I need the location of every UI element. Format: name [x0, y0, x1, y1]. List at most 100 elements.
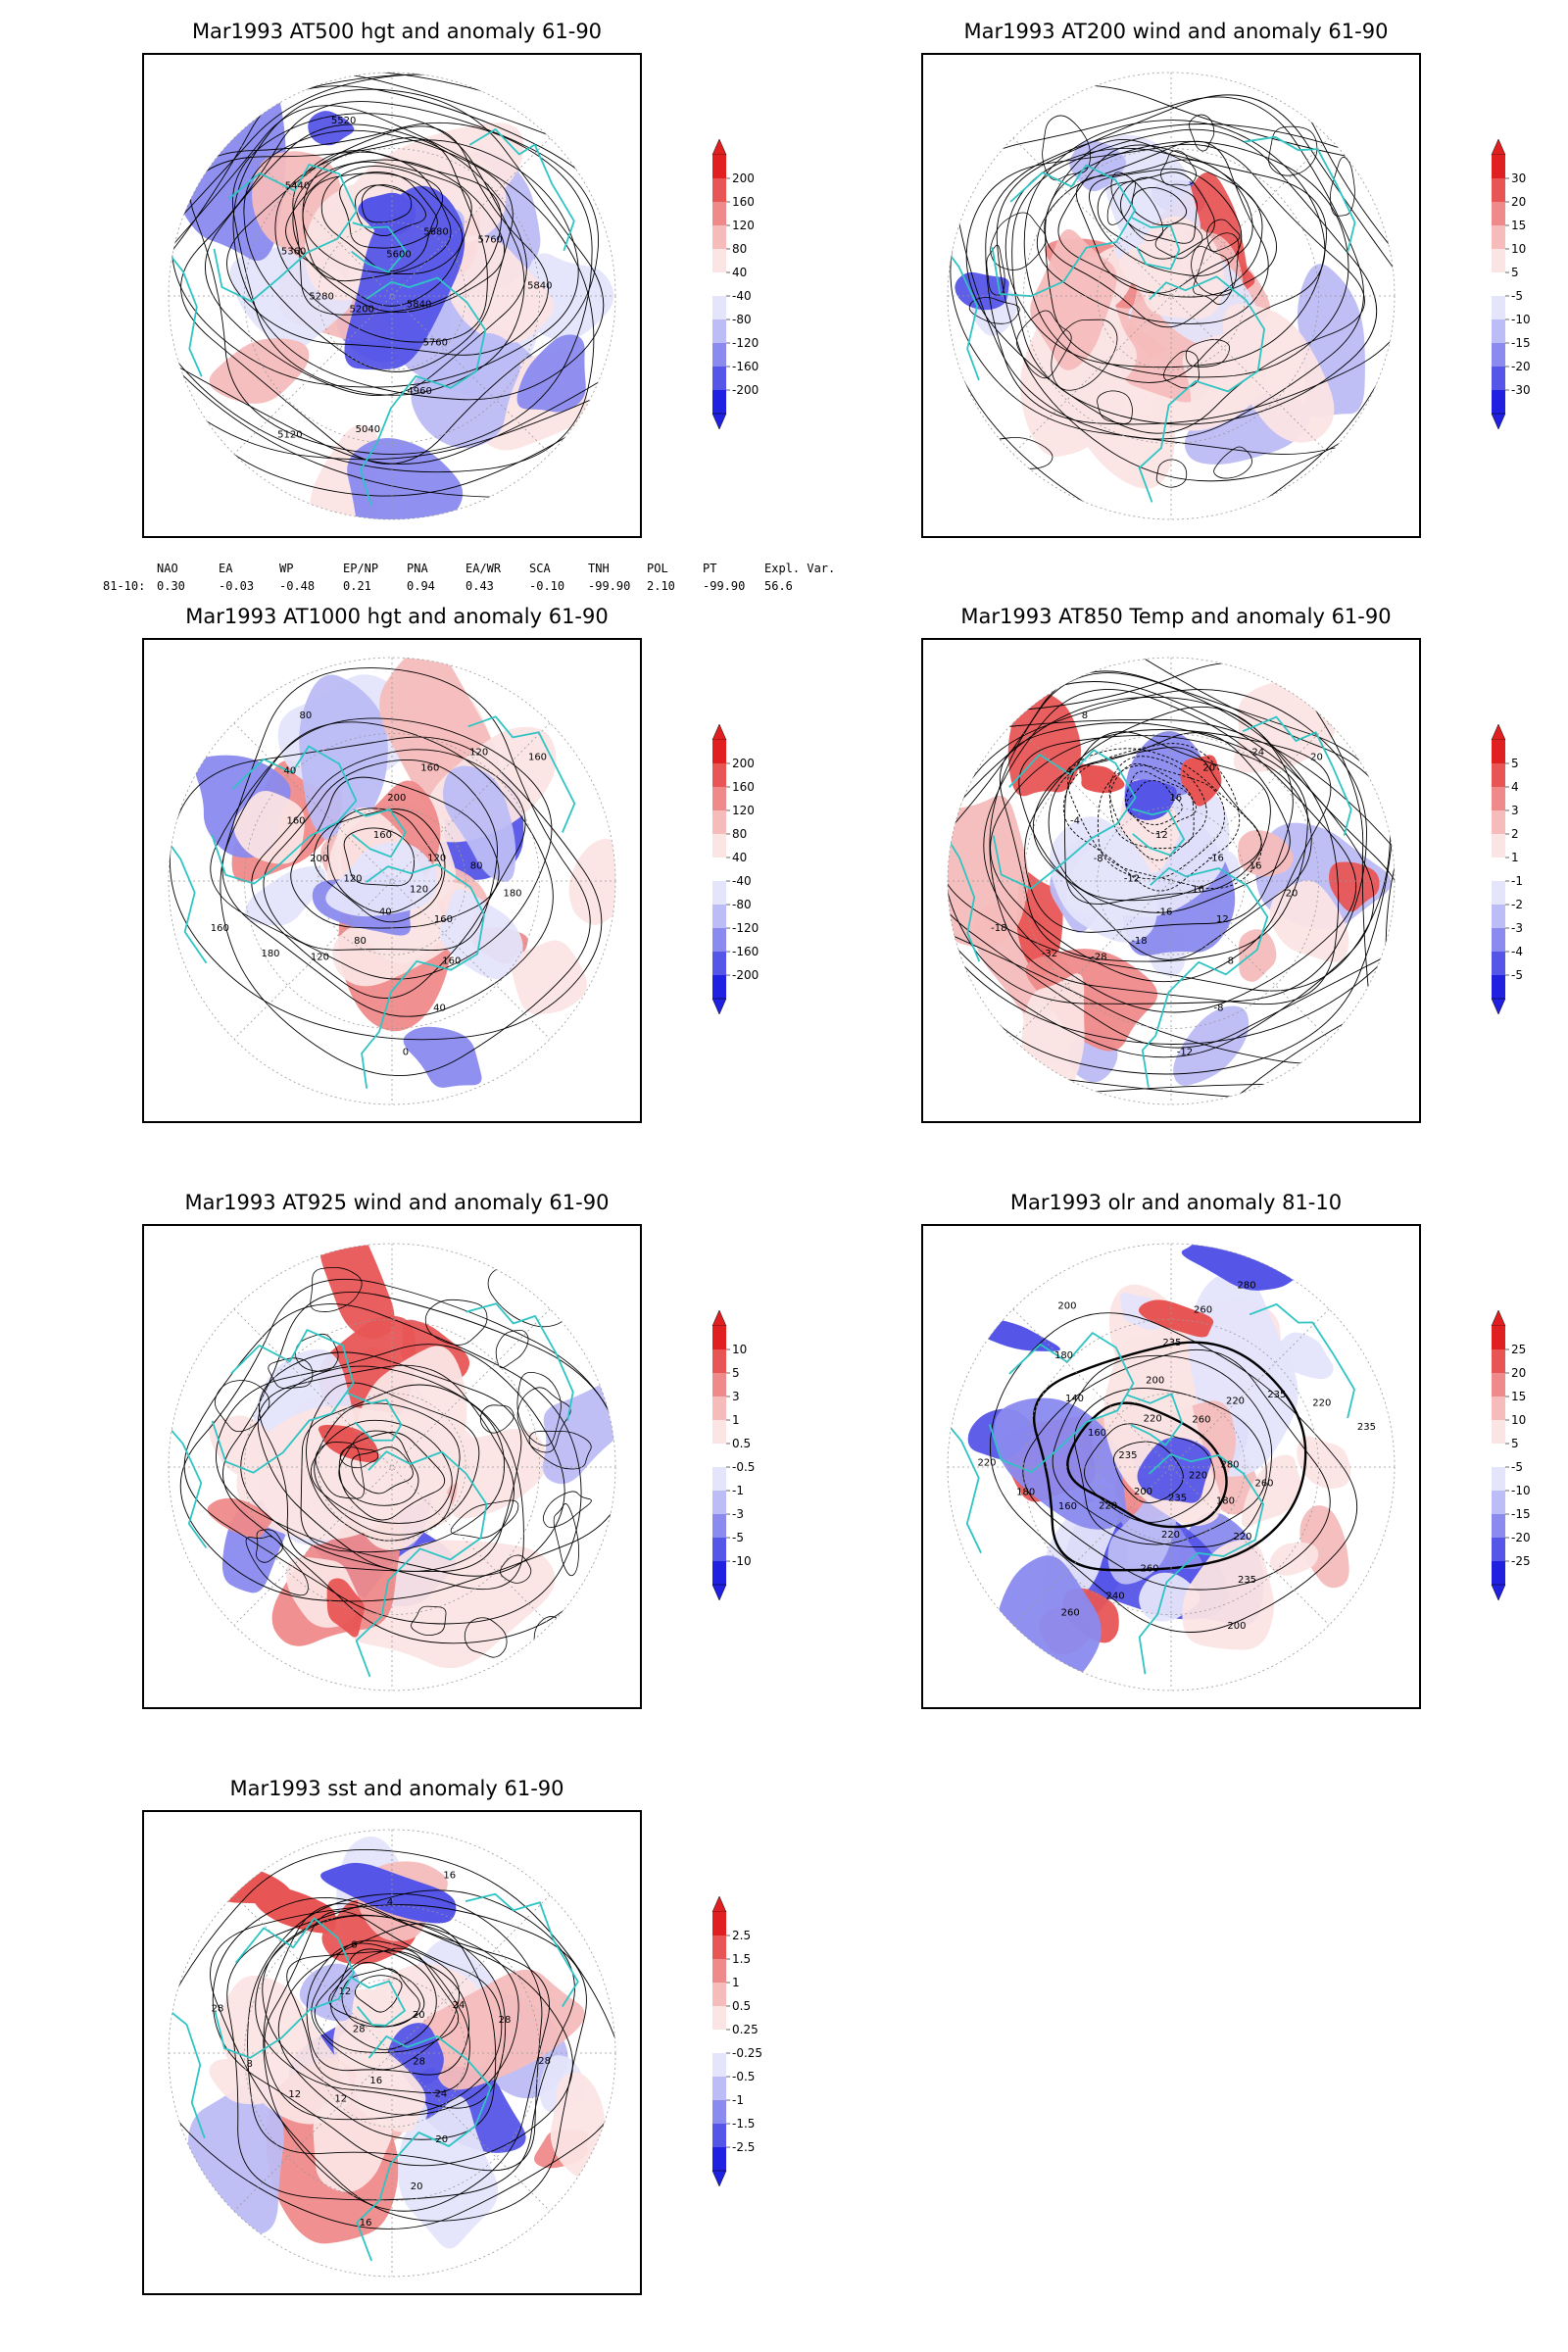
colorbar-swatch	[1492, 202, 1505, 225]
contour-label: 220	[1161, 1530, 1180, 1541]
colorbar-swatch	[1492, 881, 1505, 905]
contour-line	[341, 1968, 420, 2028]
anomaly-shade	[948, 795, 1029, 948]
colorbar-arrow-top	[711, 723, 727, 741]
contour-line	[948, 84, 1395, 519]
contour-label: 28	[353, 2025, 366, 2035]
contour-label: 16	[1169, 793, 1182, 804]
contour-line	[948, 689, 1367, 1004]
teleconnection-table: NAO EA WP EP/NP PNA EA/WR SCA TNH POL PT Expl. Var…	[103, 562, 848, 601]
coastline	[468, 128, 575, 252]
contour-line	[999, 721, 1308, 962]
contour-line	[354, 1975, 403, 2013]
panel-title: Mar1993 sst and anomaly 61-90	[229, 1777, 564, 1800]
contour-line	[948, 670, 1391, 992]
contour-line	[262, 1914, 519, 2116]
colorbar-swatch	[712, 1514, 726, 1538]
streamline	[986, 244, 1005, 296]
contour-label: -18	[991, 923, 1006, 934]
anomaly-core	[965, 1318, 1061, 1351]
colorbar-label: -120	[732, 336, 759, 350]
colorbar-swatch	[712, 296, 726, 319]
streamline	[1189, 114, 1215, 152]
contour-label: 28	[212, 2004, 224, 2015]
colorbar-swatch	[712, 155, 726, 178]
meridian-line	[233, 1894, 551, 2212]
colorbar-swatch	[712, 2006, 726, 2030]
colorbar-swatch	[712, 202, 726, 225]
tele-row-label: 81-10:	[103, 579, 146, 593]
tele-header: NAO	[157, 562, 178, 575]
contour-line	[948, 658, 1395, 1104]
contour-label: 5040	[356, 424, 380, 435]
colorbar-swatch	[1492, 343, 1505, 367]
colorbar-swatch	[1492, 1467, 1505, 1491]
contour-label: 8	[247, 2059, 253, 2070]
colorbar-swatch	[712, 1396, 726, 1420]
colorbar-swatch	[712, 1420, 726, 1444]
contour-line	[290, 776, 500, 929]
contour-line	[179, 1278, 615, 1602]
colorbar-arrow-bottom	[711, 2170, 727, 2187]
colorbar-label: 0.5	[732, 1999, 751, 2013]
contour-label: 220	[1312, 1398, 1331, 1409]
contour-line	[1109, 762, 1195, 850]
contour-label: 28	[538, 2056, 551, 2067]
contour-label: 220	[1144, 1414, 1162, 1425]
colorbar-label: -200	[732, 383, 759, 397]
contour-label: 160	[420, 763, 439, 774]
contour-line	[226, 1889, 575, 2201]
colorbar-label: 15	[1511, 219, 1526, 232]
contour-line	[1004, 147, 1327, 368]
colorbar-arrow-top	[1491, 1309, 1506, 1327]
tele-header: POL	[647, 562, 668, 575]
colorbar-swatch	[712, 1444, 726, 1467]
contour-label: 28	[413, 2057, 425, 2068]
contour-label: 160	[442, 956, 461, 966]
contour-line	[306, 1382, 480, 1542]
contour-label: 200	[310, 854, 328, 864]
colorbar: 5 4 3 2 1 -1 -2 -3 -4 -5	[1470, 722, 1568, 1016]
colorbar-swatch	[712, 2100, 726, 2124]
anomaly-core	[358, 192, 416, 237]
contour-line	[1089, 168, 1243, 276]
colorbar-label: 2.5	[732, 1929, 751, 1942]
colorbar-swatch	[1492, 225, 1505, 249]
contour-label: 5440	[285, 180, 310, 191]
contour-label: 16	[369, 2076, 382, 2086]
latitude-circle	[318, 807, 466, 956]
contour-label: 20	[1286, 889, 1298, 900]
colorbar-label: 10	[1511, 1413, 1526, 1427]
polar-map	[142, 1224, 642, 1709]
contour-line	[259, 1351, 522, 1573]
streamline	[215, 1380, 270, 1433]
contour-line	[300, 1384, 506, 1553]
latitude-circle	[1097, 221, 1246, 370]
streamline	[1155, 459, 1188, 488]
contour-label: 12	[288, 2089, 301, 2100]
panel-olr: Mar1993 olr and anomaly 81-10 220 180 220 2…	[921, 1191, 1568, 1759]
tele-value: -0.48	[279, 579, 316, 593]
contour-label: 12	[1155, 830, 1168, 841]
contour-label: 40	[284, 766, 297, 777]
colorbar-label: -5	[1511, 968, 1523, 982]
map-disc	[169, 73, 615, 519]
coastline	[1138, 275, 1265, 503]
colorbar-label: 2	[1511, 827, 1519, 841]
colorbar-swatch	[712, 834, 726, 858]
contour-line	[286, 1950, 470, 2094]
colorbar-swatch	[712, 810, 726, 834]
colorbar-arrow-top	[711, 138, 727, 156]
colorbar-swatch	[712, 1373, 726, 1396]
contour-label: 80	[300, 710, 313, 721]
contour-label: 120	[469, 748, 488, 759]
contour-line	[257, 1364, 514, 1572]
contour-label: 235	[1267, 1390, 1286, 1400]
contour-line	[169, 73, 615, 465]
colorbar-swatch	[1492, 1396, 1505, 1420]
streamline	[479, 1404, 514, 1434]
streamline	[424, 1298, 488, 1346]
colorbar-swatch	[712, 225, 726, 249]
contour-label: -8	[1214, 1003, 1224, 1013]
tele-value: 0.30	[157, 579, 185, 593]
